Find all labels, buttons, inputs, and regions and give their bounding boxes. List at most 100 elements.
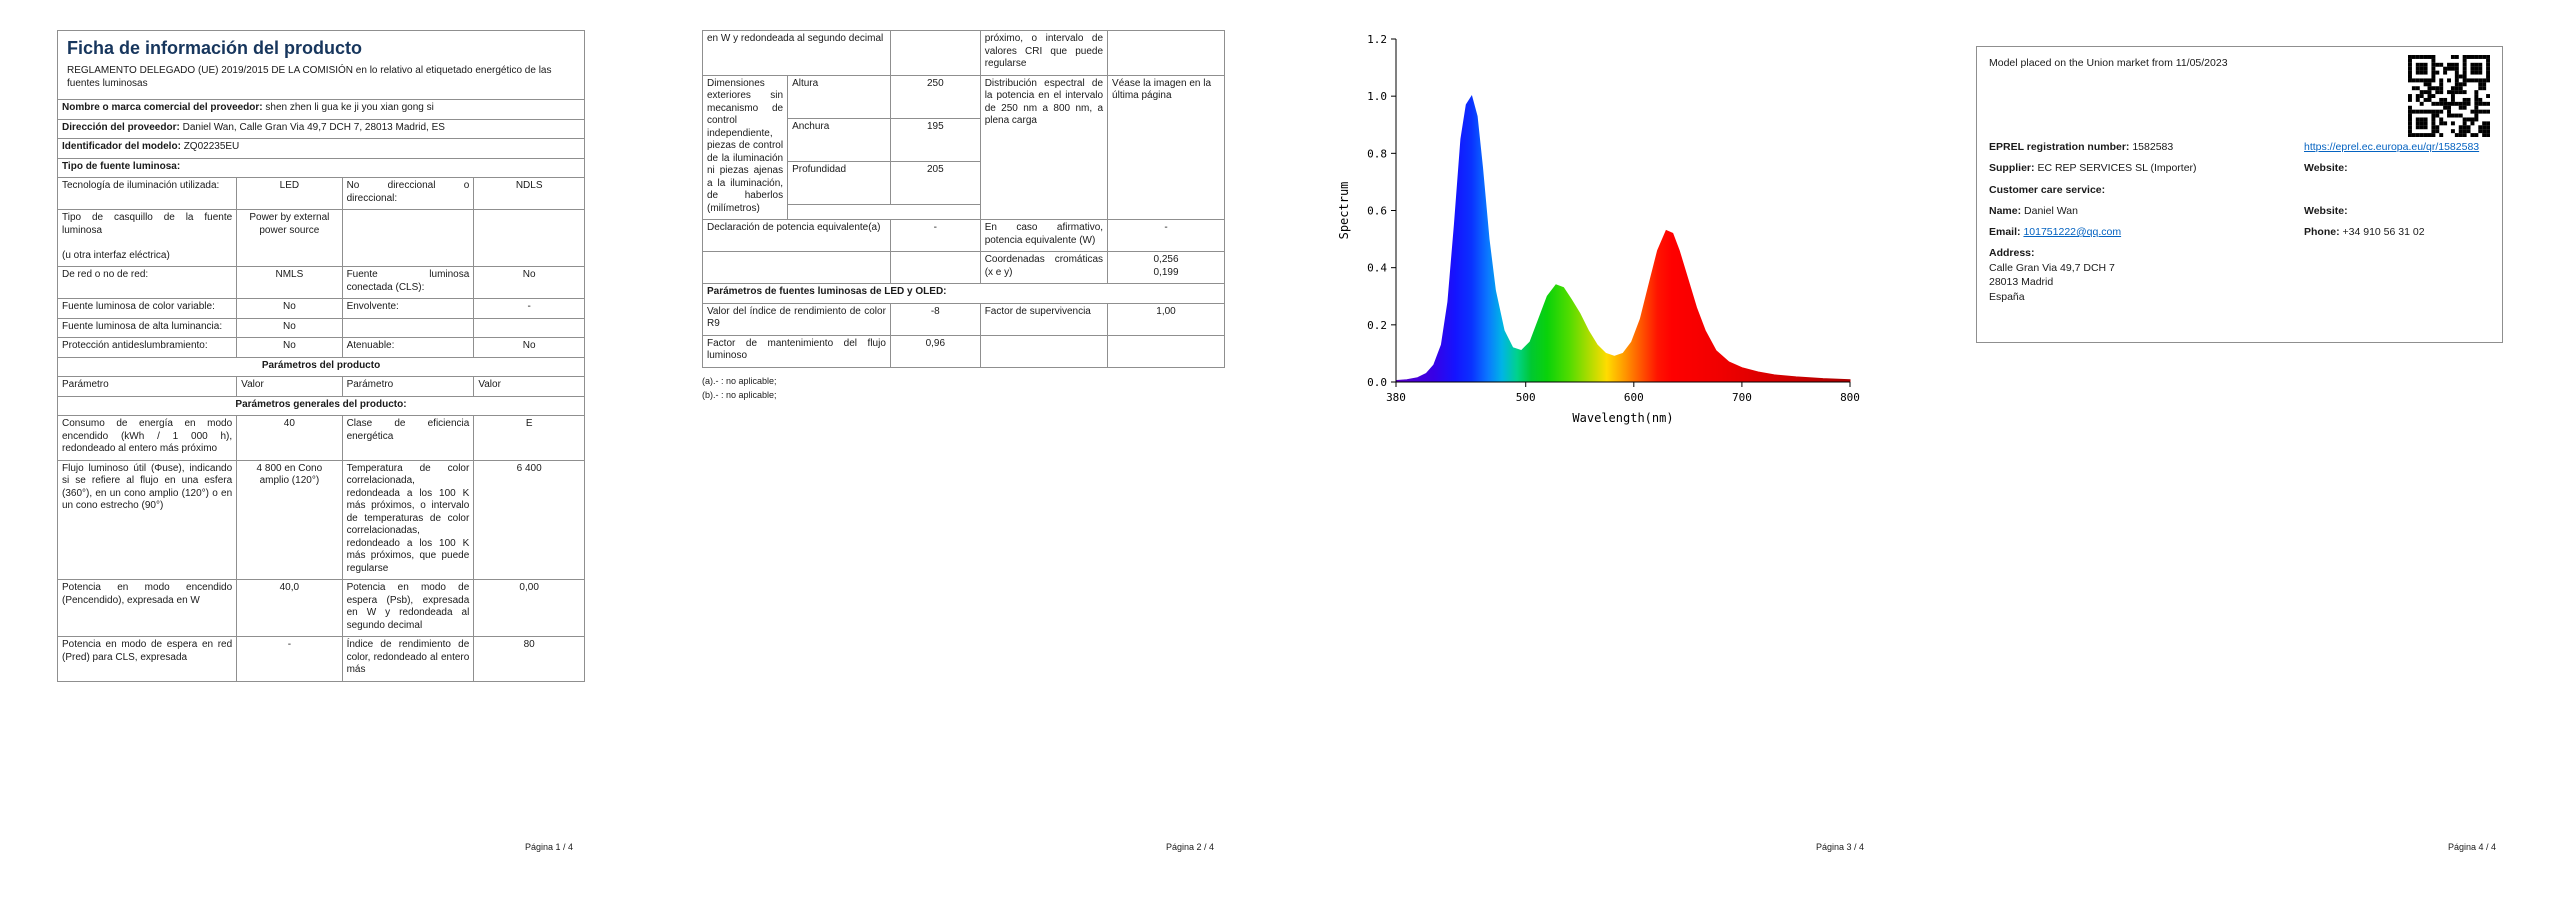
model-id-label: Identificador del modelo: <box>62 141 181 152</box>
param-label-cell: Potencia en modo de espera en red (Pred)… <box>56 636 238 682</box>
param-label-cell: próximo, o intervalo de valores CRI que … <box>979 30 1109 76</box>
table-row: Declaración de potencia equivalente(a) -… <box>702 219 1225 252</box>
svg-text:0.6: 0.6 <box>1367 205 1387 218</box>
type-header-cell: Tipo de fuente luminosa: <box>57 157 585 178</box>
address-line: Calle Gran Via 49,7 DCH 7 <box>1989 261 2115 274</box>
dimensions-row: Profundidad 205 <box>703 160 1225 205</box>
dimensions-filler-row <box>703 203 1225 221</box>
phone-label: Phone: <box>2304 225 2340 238</box>
website-label: Website: <box>2304 162 2348 175</box>
table-row: Fuente luminosa de color variable: No Envo… <box>56 298 585 319</box>
param-label-cell: Potencia en modo de espera (Psb), expres… <box>341 579 475 637</box>
param-label-cell: Tipo de casquillo de la fuente luminosa … <box>56 209 238 267</box>
section-header-row: Parámetros del producto <box>57 356 585 377</box>
supplier-value: EC REP SERVICES SL (Importer) <box>2037 162 2197 175</box>
svg-text:0.4: 0.4 <box>1367 262 1387 275</box>
page-footer: Página 3 / 4 <box>1815 842 1864 852</box>
section-header-row: Parámetros generales del producto: <box>57 395 585 416</box>
param-label-cell: en W y redondeada al segundo decimal <box>702 30 891 76</box>
page-footer: Página 2 / 4 <box>1165 842 1214 852</box>
footnote-a: (a).- : no aplicable; <box>702 375 777 386</box>
address-line: España <box>1989 291 2025 304</box>
empty-cell <box>702 251 891 284</box>
table-row: en W y redondeada al segundo decimal pró… <box>702 30 1225 76</box>
regulation-subtitle: REGLAMENTO DELEGADO (UE) 2019/2015 DE LA… <box>67 65 552 89</box>
address-line: 28013 Madrid <box>1989 276 2054 289</box>
table-row: Potencia en modo encendido (Pencendido),… <box>56 579 585 637</box>
page-4-supplier-info-box: Model placed on the Union market from 11… <box>1976 46 2503 343</box>
col-header-cell: Valor <box>236 376 343 397</box>
param-label-cell: Protección antideslumbramiento: <box>56 337 238 358</box>
param-value-cell: 0,00 <box>473 579 585 637</box>
supplier-row: Supplier: EC REP SERVICES SL (Importer) … <box>1989 161 2490 175</box>
svg-text:0.2: 0.2 <box>1367 319 1387 332</box>
param-value-cell: No <box>473 337 585 358</box>
dim-name-cell: Profundidad <box>787 160 891 205</box>
param-value-cell: 0,96 <box>889 334 981 368</box>
dim-value-cell: 205 <box>889 160 981 205</box>
table-row: Tipo de casquillo de la fuente luminosa … <box>56 209 585 267</box>
param-value-cell <box>889 30 981 76</box>
col-header-cell: Parámetro <box>56 376 238 397</box>
address-block: Address: Calle Gran Via 49,7 DCH 7 28013… <box>1989 246 2490 305</box>
empty-cell <box>1107 334 1225 368</box>
contact-name-row: Name: Daniel Wan Website: <box>1989 204 2490 218</box>
param-label-cell <box>341 317 475 338</box>
param-value-cell: No <box>236 317 343 338</box>
name-value: Daniel Wan <box>2024 204 2078 217</box>
led-oled-header-cell: Parámetros de fuentes luminosas de LED y… <box>702 283 1225 304</box>
svg-text:0.8: 0.8 <box>1367 147 1387 160</box>
empty-cell <box>889 251 981 284</box>
param-value-cell: 0,256 0,199 <box>1107 251 1225 284</box>
param-value-cell <box>1107 30 1225 76</box>
param-label-cell: Factor de supervivencia <box>979 302 1109 336</box>
param-value-cell: 4 800 en Cono amplio (120°) <box>236 459 343 580</box>
email-phone-row: Email: 101751222@qq.com Phone: +34 910 5… <box>1989 225 2490 239</box>
param-label-cell: Fuente luminosa de alta luminancia: <box>56 317 238 338</box>
eprel-label: EPREL registration number: <box>1989 141 2130 154</box>
table-row: Valor del índice de rendimiento de color… <box>702 302 1225 336</box>
supplier-label: Supplier: <box>1989 162 2035 175</box>
table-row: Factor de mantenimiento del flujo lumino… <box>702 334 1225 368</box>
svg-text:700: 700 <box>1732 391 1752 404</box>
table-row: Tecnología de iluminación utilizada: LED N… <box>56 177 585 210</box>
param-label-cell: Factor de mantenimiento del flujo lumino… <box>702 334 891 368</box>
param-value-cell: No <box>236 298 343 319</box>
param-label-cell: No direccional o direccional: <box>341 177 475 210</box>
page-3-spectrum: 0.0 0.2 0.4 0.6 0.8 1.0 1.2 380 500 600 700 800 Wave… <box>1330 8 1890 448</box>
param-label-cell: Atenuable: <box>341 337 475 358</box>
param-value-cell: 80 <box>473 636 585 682</box>
supplier-name-label: Nombre o marca comercial del proveedor: <box>62 102 263 113</box>
model-id-value: ZQ02235EU <box>183 141 240 152</box>
phone-value: +34 910 56 31 02 <box>2342 225 2425 238</box>
col-header-cell: Parámetro <box>341 376 475 397</box>
qr-code <box>2408 55 2490 137</box>
param-value-cell: No <box>236 337 343 358</box>
svg-text:380: 380 <box>1386 391 1406 404</box>
market-placement-line: Model placed on the Union market from 11… <box>1989 57 2228 69</box>
name-label: Name: <box>1989 204 2022 217</box>
param-label-cell: Flujo luminoso útil (Φuse), indicando si… <box>56 459 238 580</box>
svg-text:800: 800 <box>1840 391 1860 404</box>
param-value-cell: LED <box>236 177 343 210</box>
supplier-name-value: shen zhen li gua ke ji you xian gong si <box>265 102 434 113</box>
product-fiche-table-p2: en W y redondeada al segundo decimal pró… <box>701 30 1225 368</box>
param-label-cell: Declaración de potencia equivalente(a) <box>702 219 891 252</box>
table-row: Protección antideslumbramiento: No Atenuab… <box>56 337 585 358</box>
spectral-value-cell: Véase la imagen en la última página <box>1107 74 1225 220</box>
table-row: Coordenadas cromáticas (x e y) 0,256 0,1… <box>702 251 1225 284</box>
param-value-cell: - <box>1107 219 1225 252</box>
dim-name-cell: Altura <box>787 74 891 119</box>
empty-cell <box>979 334 1109 368</box>
eprel-link[interactable]: https://eprel.ec.europa.eu/qr/1582583 <box>2304 141 2480 154</box>
svg-text:1.2: 1.2 <box>1367 33 1387 46</box>
param-label-cell: Consumo de energía en modo encendido (kW… <box>56 415 238 461</box>
model-id-cell: Identificador del modelo: ZQ02235EU <box>57 138 585 159</box>
param-label-cell: Clase de eficiencia energética <box>341 415 475 461</box>
svg-text:Wavelength(nm): Wavelength(nm) <box>1572 411 1673 425</box>
param-value-cell: - <box>473 298 585 319</box>
param-value-cell: No <box>473 266 585 299</box>
email-link[interactable]: 101751222@qq.com <box>2023 225 2122 238</box>
supplier-name-row: Nombre o marca comercial del proveedor: … <box>57 99 585 120</box>
param-label-cell: Fuente luminosa de color variable: <box>56 298 238 319</box>
